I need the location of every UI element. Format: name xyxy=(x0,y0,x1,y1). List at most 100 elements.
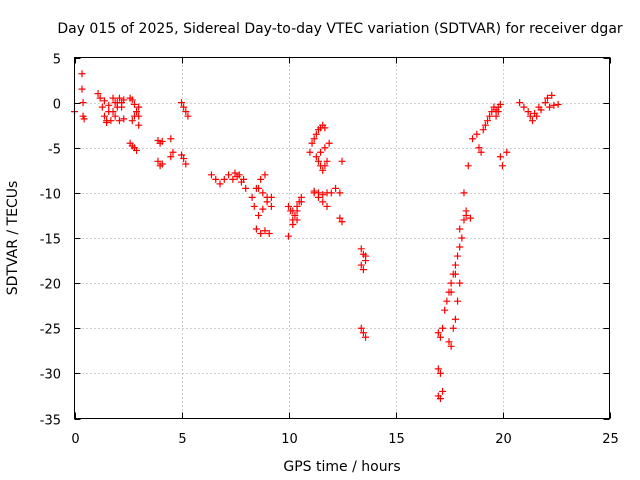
data-point xyxy=(535,103,543,111)
data-point xyxy=(469,135,477,143)
data-point xyxy=(257,175,265,183)
chart-title: Day 015 of 2025, Sidereal Day-to-day VTE… xyxy=(57,21,623,37)
data-point xyxy=(255,184,263,192)
y-tick-label: -30 xyxy=(40,368,61,383)
data-point xyxy=(248,193,256,201)
x-tick-label: 20 xyxy=(495,432,512,447)
data-point xyxy=(449,324,457,332)
data-point xyxy=(477,148,485,156)
data-point xyxy=(462,211,470,219)
data-point xyxy=(257,229,265,237)
data-point xyxy=(259,205,267,213)
data-point xyxy=(541,99,549,107)
data-point xyxy=(312,130,320,138)
data-point xyxy=(451,270,459,278)
data-point xyxy=(436,369,444,377)
data-point xyxy=(128,117,136,125)
data-point xyxy=(434,365,442,373)
data-point xyxy=(79,99,87,107)
data-point xyxy=(488,108,496,116)
data-point xyxy=(169,148,177,156)
data-point xyxy=(128,96,136,104)
data-point xyxy=(250,202,258,210)
data-point xyxy=(310,187,318,195)
data-point xyxy=(291,211,299,219)
y-tick-label: -5 xyxy=(48,143,61,158)
data-point xyxy=(158,137,166,145)
data-point xyxy=(439,324,447,332)
data-point xyxy=(98,103,106,111)
data-point xyxy=(220,175,228,183)
data-point xyxy=(475,144,483,152)
data-points xyxy=(71,70,562,403)
x-tick-label: 15 xyxy=(388,432,405,447)
data-point xyxy=(130,112,138,120)
y-axis-label: SDTVAR / TECUs xyxy=(5,181,21,296)
data-point xyxy=(133,146,141,154)
data-point xyxy=(325,139,333,147)
data-point xyxy=(255,211,263,219)
data-point xyxy=(550,101,558,109)
data-point xyxy=(178,151,185,159)
data-point xyxy=(445,338,453,346)
data-point xyxy=(133,108,141,116)
data-point xyxy=(265,229,273,237)
data-point xyxy=(109,94,117,102)
x-tick-label: 5 xyxy=(178,432,186,447)
data-point xyxy=(78,70,86,78)
data-point xyxy=(308,139,316,147)
data-point xyxy=(492,112,500,120)
x-axis-label: GPS time / hours xyxy=(283,459,400,475)
data-point xyxy=(357,245,365,253)
data-point xyxy=(297,198,305,206)
y-tick-label: -35 xyxy=(40,414,61,429)
data-point xyxy=(135,121,143,129)
data-point xyxy=(285,202,292,210)
data-point xyxy=(312,153,320,161)
data-point xyxy=(548,91,556,99)
data-point xyxy=(225,171,233,179)
data-point xyxy=(436,395,444,403)
data-point xyxy=(456,279,464,287)
data-point xyxy=(451,261,459,269)
data-point xyxy=(336,214,344,222)
data-point xyxy=(103,118,111,126)
data-point xyxy=(458,234,466,242)
data-point xyxy=(107,117,115,125)
data-point xyxy=(460,189,468,197)
data-point xyxy=(115,94,123,102)
data-point xyxy=(321,124,329,132)
y-tick-label: -20 xyxy=(40,278,61,293)
data-point xyxy=(439,387,447,395)
data-point xyxy=(321,144,329,152)
data-point xyxy=(167,135,175,143)
data-point xyxy=(447,288,455,296)
data-point xyxy=(252,225,260,233)
data-point xyxy=(332,184,340,192)
data-point xyxy=(285,232,292,240)
data-point xyxy=(118,103,126,111)
data-point xyxy=(259,189,267,197)
data-point xyxy=(120,115,128,123)
data-point xyxy=(182,108,190,116)
data-point xyxy=(158,160,166,168)
data-point xyxy=(135,103,143,111)
data-point xyxy=(359,329,367,337)
data-point xyxy=(456,243,464,251)
data-point xyxy=(434,329,442,337)
data-point xyxy=(109,108,117,116)
data-point xyxy=(78,85,86,93)
data-point xyxy=(323,157,331,165)
data-point xyxy=(466,214,474,222)
x-tick-label: 0 xyxy=(71,432,79,447)
data-point xyxy=(443,297,451,305)
data-point xyxy=(531,109,539,117)
data-point xyxy=(289,207,297,215)
data-point xyxy=(314,189,322,197)
data-point xyxy=(261,171,269,179)
data-point xyxy=(546,103,554,111)
y-tick-label: -25 xyxy=(40,323,61,338)
data-point xyxy=(319,198,327,206)
data-point xyxy=(216,180,224,188)
data-point xyxy=(289,216,297,224)
